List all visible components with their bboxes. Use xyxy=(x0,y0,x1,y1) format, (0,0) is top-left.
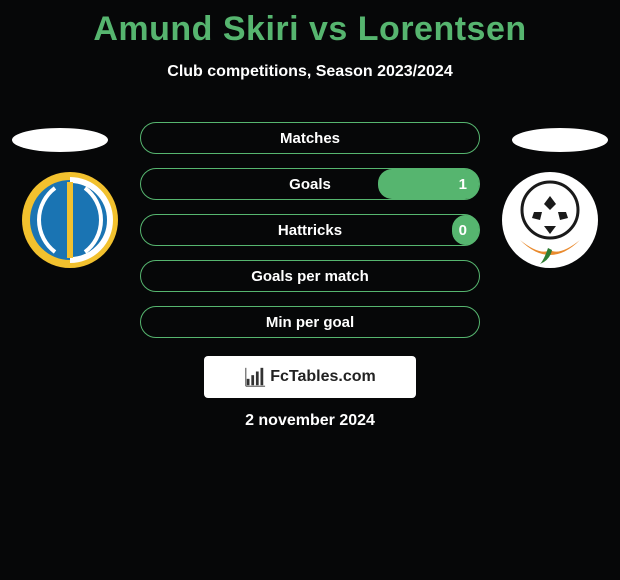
stat-value-right: 1 xyxy=(459,176,467,193)
stat-row: Goals 1 xyxy=(140,168,480,200)
stat-label: Hattricks xyxy=(278,222,342,239)
brand-badge: FcTables.com xyxy=(204,356,416,398)
player-left-avatar-halo xyxy=(12,128,108,152)
stat-label: Goals xyxy=(289,176,331,193)
stat-row: Hattricks 0 xyxy=(140,214,480,246)
stat-value-right: 0 xyxy=(459,222,467,239)
team-right-crest xyxy=(500,170,600,270)
aafk-crest-icon xyxy=(20,170,120,270)
fiji-fa-crest-icon xyxy=(500,170,600,270)
barchart-icon xyxy=(244,366,266,388)
stat-label: Matches xyxy=(280,130,340,147)
stat-label: Min per goal xyxy=(266,314,354,331)
page-subtitle: Club competitions, Season 2023/2024 xyxy=(0,63,620,81)
brand-label: FcTables.com xyxy=(270,368,376,386)
stats-table: Matches Goals 1 Hattricks 0 Goals per match Mi… xyxy=(140,122,480,352)
player-right-avatar-halo xyxy=(512,128,608,152)
stat-row: Goals per match xyxy=(140,260,480,292)
stat-label: Goals per match xyxy=(251,268,369,285)
stat-row: Matches xyxy=(140,122,480,154)
page-title: Amund Skiri vs Lorentsen xyxy=(0,0,620,49)
footer-date: 2 november 2024 xyxy=(0,412,620,430)
team-left-crest xyxy=(20,170,120,270)
stat-row: Min per goal xyxy=(140,306,480,338)
